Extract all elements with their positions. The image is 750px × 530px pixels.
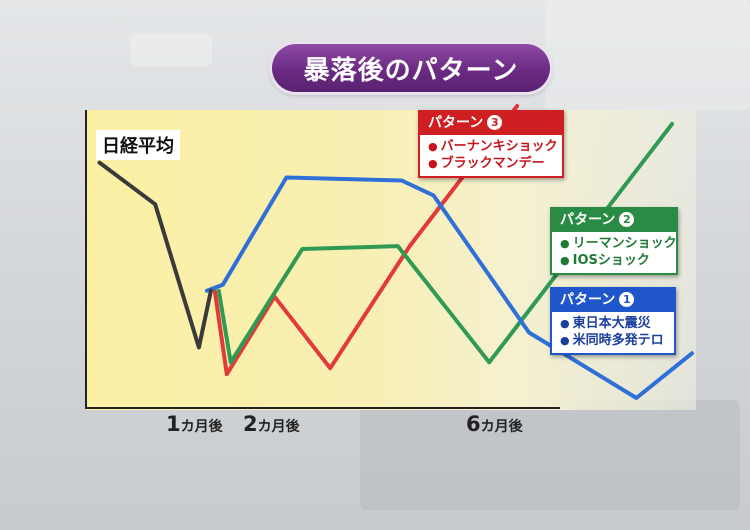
series-line-pattern-1	[204, 175, 694, 400]
x-tick-unit: カ月後	[257, 419, 300, 435]
legend-pattern-2: パターン 2 ● リーマンショック ● IOSショック	[550, 207, 678, 275]
legend-item-label: リーマンショック	[572, 236, 677, 251]
background-panel	[545, 0, 750, 110]
x-tick-number: 6	[466, 412, 481, 436]
legend-pattern-3: パターン 3 ● バーナンキショック ● ブラックマンデー	[418, 110, 564, 178]
legend-item-label: IOSショック	[572, 253, 650, 268]
x-tick-unit: カ月後	[480, 419, 523, 435]
legend-header: パターン 3	[420, 112, 562, 135]
bullet-icon: ●	[560, 237, 570, 250]
legend-item: ● IOSショック	[560, 252, 668, 269]
page-title: 暴落後のパターン	[272, 44, 550, 92]
legend-pattern-1: パターン 1 ● 東日本大震災 ● 米同時多発テロ	[550, 287, 676, 355]
legend-item: ● バーナンキショック	[428, 138, 558, 155]
series-line-nikkei	[97, 160, 213, 350]
legend-item-label: 米同時多発テロ	[572, 333, 664, 348]
bullet-icon: ●	[428, 140, 438, 153]
background-panel	[360, 400, 740, 510]
legend-header: パターン 1	[552, 289, 674, 312]
x-tick-label: 6カ月後	[466, 412, 523, 436]
legend-item-label: 東日本大震災	[572, 316, 651, 331]
series-line-pattern-3	[212, 104, 520, 377]
legend-item: ● リーマンショック	[560, 235, 677, 252]
bullet-icon: ●	[560, 334, 570, 347]
legend-item-label: バーナンキショック	[440, 139, 558, 154]
bullet-icon: ●	[560, 317, 570, 330]
x-tick-number: 1	[166, 412, 181, 436]
legend-number-badge: 1	[619, 292, 635, 307]
legend-item-label: ブラックマンデー	[440, 156, 545, 171]
legend-number-badge: 2	[619, 212, 635, 227]
legend-item: ● 米同時多発テロ	[560, 332, 666, 349]
legend-number-badge: 3	[487, 115, 503, 130]
x-tick-unit: カ月後	[180, 419, 223, 435]
legend-item: ● 東日本大震災	[560, 315, 666, 332]
background-panel	[130, 34, 212, 66]
legend-label: パターン	[428, 115, 484, 131]
legend-label: パターン	[560, 292, 616, 308]
bullet-icon: ●	[560, 254, 570, 267]
legend-header: パターン 2	[552, 209, 676, 232]
legend-label: パターン	[560, 212, 616, 228]
x-tick-label: 1カ月後	[166, 412, 223, 436]
y-axis-title: 日経平均	[96, 130, 180, 160]
x-tick-number: 2	[243, 412, 258, 436]
legend-item: ● ブラックマンデー	[428, 155, 554, 172]
x-tick-label: 2カ月後	[243, 412, 300, 436]
bullet-icon: ●	[428, 157, 438, 170]
